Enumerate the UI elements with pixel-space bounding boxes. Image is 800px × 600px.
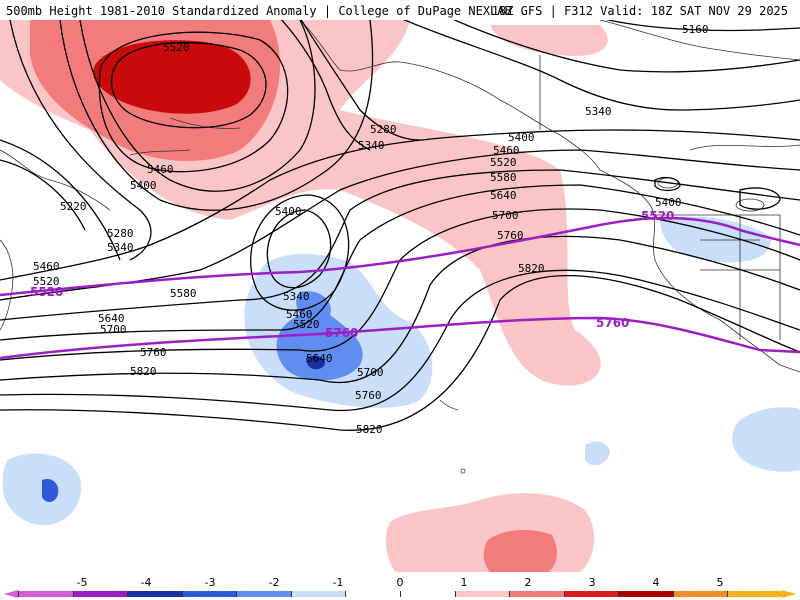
colorbar-segment [290, 591, 346, 597]
colorbar-tick-label: 3 [588, 576, 596, 589]
reference-contour-label: 5520 [30, 285, 63, 299]
negative-anomaly-area [2, 453, 82, 526]
colorbar-segment [727, 591, 782, 597]
reference-contours [0, 216, 800, 360]
colorbar-tick-label: -2 [268, 576, 280, 589]
colorbar-tick-label: 1 [460, 576, 468, 589]
contour-label: 5820 [356, 423, 383, 436]
colorbar-segment [618, 591, 673, 597]
contour-label: 5340 [585, 105, 612, 118]
contour-label: 5460 [286, 308, 313, 321]
model-run-info: 18Z GFS | F312 Valid: 18Z SAT NOV 29 202… [491, 4, 788, 18]
colorbar-segment [127, 591, 182, 597]
colorbar-segment [72, 591, 128, 597]
colorbar-segment [236, 591, 291, 597]
colorbar-segment [181, 591, 237, 597]
colorbar-segment [399, 591, 455, 597]
contour-label: 5340 [358, 139, 385, 152]
contour-label: 5460 [33, 260, 60, 273]
colorbar-segment [672, 591, 728, 597]
contour-label: 5520 [490, 156, 517, 169]
contour-label: 5700 [357, 366, 384, 379]
negative-anomaly-area [660, 216, 771, 263]
colorbar-segment [509, 591, 564, 597]
contour-label: 5460 [493, 144, 520, 157]
contour-label: 5820 [518, 262, 545, 275]
contour-label: 5280 [107, 227, 134, 240]
negative-anomaly-area [306, 355, 325, 370]
contour-label: 5820 [130, 365, 157, 378]
contour-label: 5400 [275, 205, 302, 218]
colorbar-tick-label: -4 [140, 576, 152, 589]
contour-label: 5580 [490, 171, 517, 184]
colorbar-strip [18, 591, 782, 597]
contour-label: 5700 [100, 323, 127, 336]
contour-label: 5520 [163, 41, 190, 54]
contour-label: 5520 [33, 275, 60, 288]
colorbar-segment [563, 591, 619, 597]
contour-label: 5460 [147, 163, 174, 176]
contour-label: 5400 [130, 179, 157, 192]
negative-anomaly-area [732, 407, 800, 472]
reference-contour-label: 5760 [596, 316, 629, 330]
contour-label: 5220 [60, 200, 87, 213]
reference-contour-label: 5520 [641, 209, 674, 223]
negative-anomaly-area [585, 441, 610, 466]
negative-anomaly-area [276, 291, 363, 381]
contour-label: 5160 [682, 23, 709, 36]
reference-contour-label: 5760 [325, 326, 358, 340]
colorbar-tick-label: -1 [332, 576, 344, 589]
contour-label: 5580 [170, 287, 197, 300]
map-title: 500mb Height 1981-2010 Standardized Anom… [6, 4, 512, 18]
contour-label: 5700 [492, 209, 519, 222]
colorbar-tick-label: -5 [76, 576, 88, 589]
colorbar: -5 -4 -3 -2 -1 0 1 2 3 4 5 [0, 574, 800, 600]
header: 500mb Height 1981-2010 Standardized Anom… [0, 0, 800, 20]
contour-label-group: 5520 5460 5400 5220 5280 5340 5460 5520 … [30, 23, 709, 436]
colorbar-tick-label: 5 [716, 576, 724, 589]
contour-label: 5340 [283, 290, 310, 303]
contour-label: 5340 [107, 241, 134, 254]
contour-label: 5520 [293, 318, 320, 331]
contour-label: 5760 [140, 346, 167, 359]
positive-anomaly-area [483, 529, 557, 572]
contour-label: 5640 [306, 352, 333, 365]
contour-label: 5400 [655, 196, 682, 209]
positive-anomaly-area [93, 40, 251, 114]
colorbar-left-arrow [4, 590, 18, 598]
colorbar-tick-label: 4 [652, 576, 660, 589]
contour-label: 5400 [508, 131, 535, 144]
height-contours [0, 20, 800, 431]
contour-label: 5280 [370, 123, 397, 136]
contour-label: 5760 [497, 229, 524, 242]
colorbar-segment [345, 591, 400, 597]
colorbar-right-arrow [782, 590, 796, 598]
contour-label: 5640 [490, 189, 517, 202]
colorbar-segment [18, 591, 73, 597]
colorbar-tick-label: 0 [396, 576, 404, 589]
contour-label: 5760 [355, 389, 382, 402]
anomaly-shading [0, 20, 800, 572]
positive-anomaly-area [490, 25, 608, 56]
weather-map: 5520 5460 5400 5220 5280 5340 5460 5520 … [0, 20, 800, 572]
colorbar-tick-label: -3 [204, 576, 216, 589]
negative-anomaly-area [42, 478, 59, 503]
contour-label: 5640 [98, 312, 125, 325]
colorbar-segment [454, 591, 510, 597]
colorbar-tick-label: 2 [524, 576, 532, 589]
